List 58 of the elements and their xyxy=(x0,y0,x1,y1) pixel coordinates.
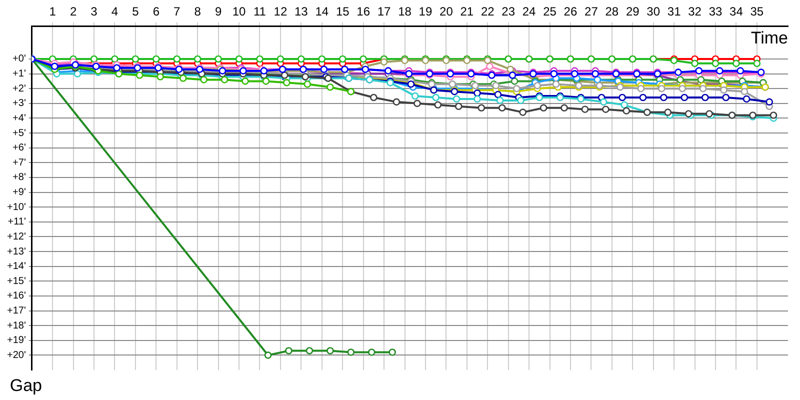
x-tick-label: 6 xyxy=(152,4,160,19)
x-tick-label: 33 xyxy=(708,4,722,19)
y-tick-label: +5' xyxy=(12,128,26,139)
x-tick-label: 29 xyxy=(626,4,640,19)
x-tick-label: 35 xyxy=(750,4,764,19)
y-tick-label: +17' xyxy=(6,306,26,317)
x-axis-title: Time xyxy=(750,28,788,48)
x-tick-label: 24 xyxy=(522,4,536,19)
x-tick-label: 20 xyxy=(440,4,454,19)
y-tick-label: +11' xyxy=(8,216,26,228)
y-tick-label: +9' xyxy=(12,187,26,198)
y-tick-label: +2' xyxy=(12,83,26,94)
x-tick-label: 23 xyxy=(502,4,516,19)
y-tick-label: +6' xyxy=(12,142,26,154)
x-tick-label: 16 xyxy=(356,4,370,19)
x-tick-label: 11 xyxy=(254,4,266,19)
y-tick-label: +13' xyxy=(6,246,26,258)
y-tick-label: +7' xyxy=(12,157,26,168)
y-tick-label: +0' xyxy=(12,54,26,65)
y-tick-label: +10' xyxy=(6,202,26,213)
y-tick-label: +3' xyxy=(12,98,26,110)
x-tick-label: 10 xyxy=(232,4,246,19)
x-tick-label: 14 xyxy=(315,4,329,19)
x-tick-label: 13 xyxy=(294,4,308,19)
y-tick-label: +15' xyxy=(6,276,26,287)
x-tick-label: 19 xyxy=(418,4,432,19)
x-tick-label: 21 xyxy=(460,4,474,19)
x-tick-label: 32 xyxy=(688,4,702,19)
y-tick-label: +14' xyxy=(6,261,26,272)
x-tick-label: 7 xyxy=(174,4,181,19)
y-tick-label: +19' xyxy=(6,335,26,346)
x-tick-label: 9 xyxy=(214,4,222,19)
x-tick-label: 8 xyxy=(194,4,202,19)
x-tick-label: 30 xyxy=(646,4,660,19)
x-tick-label: 15 xyxy=(336,4,350,19)
x-tick-label: 34 xyxy=(730,4,744,19)
y-tick-label: +16' xyxy=(6,290,26,302)
x-tick-label: 1 xyxy=(49,4,56,19)
y-tick-label: +8' xyxy=(12,172,26,184)
y-tick-label: +18' xyxy=(6,320,26,332)
x-tick-label: 4 xyxy=(111,4,118,19)
x-tick-label: 26 xyxy=(564,4,578,19)
x-tick-label: 25 xyxy=(543,4,557,19)
y-tick-label: +20' xyxy=(6,350,26,361)
x-tick-label: 2 xyxy=(70,4,77,19)
x-tick-label: 17 xyxy=(377,4,392,19)
y-tick-label: +12' xyxy=(6,231,26,242)
x-tick-label: 3 xyxy=(90,4,98,19)
y-tick-label: +1' xyxy=(12,68,26,80)
x-tick-label: 28 xyxy=(605,4,619,19)
y-axis-title: Gap xyxy=(10,376,42,396)
x-tick-label: 27 xyxy=(584,4,598,19)
x-tick-label: 22 xyxy=(480,4,495,19)
x-tick-label: 12 xyxy=(274,4,288,19)
x-tick-label: 5 xyxy=(132,4,140,19)
x-tick-label: 31 xyxy=(667,4,682,19)
x-tick-label: 18 xyxy=(398,4,412,19)
y-tick-label: +4' xyxy=(12,112,26,124)
